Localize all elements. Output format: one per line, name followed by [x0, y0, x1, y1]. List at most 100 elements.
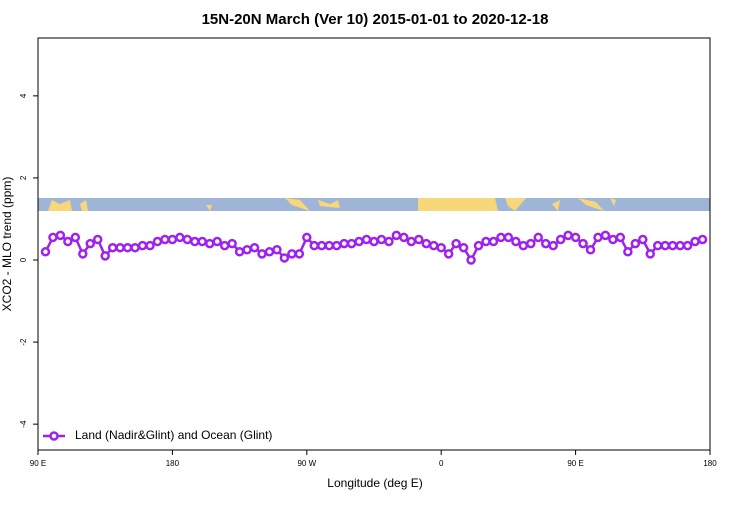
data-point: [578, 238, 588, 249]
data-point: [458, 242, 469, 253]
data-point: [346, 238, 357, 249]
x-tick-label: 90 E: [30, 459, 46, 468]
data-point: [204, 238, 215, 249]
data-point: [287, 249, 297, 259]
data-point: [630, 238, 641, 249]
data-point: [443, 249, 454, 259]
x-axis-label: Longitude (deg E): [327, 476, 422, 490]
data-point: [302, 232, 312, 243]
x-tick-label: 180: [703, 459, 717, 468]
data-point: [376, 234, 387, 245]
data-point: [623, 247, 633, 257]
data-point: [92, 234, 103, 245]
x-tick-label: 0: [439, 459, 444, 468]
data-point: [85, 238, 96, 249]
data-point: [160, 234, 170, 245]
data-point: [563, 230, 573, 241]
data-point: [697, 234, 708, 245]
y-tick-label: -2: [19, 338, 28, 346]
data-point: [324, 240, 334, 251]
data-point: [526, 238, 536, 249]
data-point: [190, 236, 200, 247]
data-point: [570, 232, 581, 243]
data-point: [593, 232, 603, 243]
data-point: [496, 232, 506, 243]
map-strip: [38, 198, 710, 211]
data-point: [391, 230, 402, 241]
data-point: [294, 249, 305, 259]
data-point: [63, 236, 73, 247]
plot-frame: [37, 37, 711, 451]
data-point: [615, 232, 626, 243]
x-tick-label: 90 E: [567, 459, 583, 468]
data-point: [219, 240, 230, 251]
data-point: [675, 240, 685, 251]
data-point: [638, 234, 648, 245]
data-point: [518, 240, 529, 251]
data-point: [481, 236, 491, 247]
data-point: [354, 236, 364, 247]
data-point: [175, 232, 185, 243]
data-point: [406, 236, 417, 247]
y-tick-label: 2: [19, 175, 28, 180]
data-point: [279, 253, 290, 263]
x-tick-label: 90 W: [297, 459, 316, 468]
chart-title: 15N-20N March (Ver 10) 2015-01-01 to 202…: [202, 11, 549, 28]
data-point: [70, 232, 81, 243]
data-point: [421, 238, 432, 249]
data-point: [451, 238, 461, 249]
data-point: [428, 240, 439, 251]
data-point: [540, 238, 551, 249]
data-point: [40, 247, 51, 257]
data-point: [473, 240, 484, 251]
data-point: [115, 242, 125, 253]
data-point: [167, 234, 178, 245]
y-tick-label: 4: [19, 93, 28, 98]
data-point: [466, 255, 476, 265]
data-point: [600, 230, 611, 241]
data-point: [242, 244, 252, 255]
legend-label: Land (Nadir&Glint) and Ocean (Glint): [75, 428, 272, 442]
data-point: [122, 242, 133, 253]
data-point: [212, 236, 222, 247]
data-point: [660, 240, 670, 251]
data-point: [130, 242, 140, 253]
data-point: [548, 240, 558, 251]
x-tick-label: 180: [166, 459, 180, 468]
data-point: [361, 234, 372, 245]
data-point: [414, 234, 424, 245]
data-point: [197, 236, 208, 247]
data-point: [249, 242, 260, 253]
y-axis-label: XCO2 - MLO trend (ppm): [0, 177, 14, 312]
legend-marker: [49, 431, 59, 441]
data-point: [645, 249, 656, 259]
data-point: [100, 251, 110, 261]
data-point: [309, 240, 320, 251]
data-point: [667, 240, 678, 251]
data-point: [339, 238, 349, 249]
data-point: [272, 244, 282, 255]
data-point: [533, 232, 544, 243]
data-point: [511, 236, 521, 247]
data-point: [369, 236, 379, 247]
data-point: [682, 240, 693, 251]
data-point: [107, 242, 118, 253]
data-point: [182, 234, 193, 245]
data-point: [399, 232, 409, 243]
data-point: [652, 240, 663, 251]
data-point: [145, 240, 155, 251]
data-point: [555, 234, 566, 245]
data-point: [137, 240, 148, 251]
data-point: [78, 249, 88, 259]
data-point: [55, 230, 66, 241]
data-point: [690, 236, 700, 247]
data-point: [488, 236, 499, 247]
data-point: [436, 242, 446, 253]
data-point: [585, 244, 596, 255]
y-tick-label: 0: [19, 257, 28, 262]
data-point: [331, 240, 342, 251]
data-point: [264, 247, 275, 257]
data-point: [152, 236, 163, 247]
y-tick-label: -4: [19, 420, 28, 428]
